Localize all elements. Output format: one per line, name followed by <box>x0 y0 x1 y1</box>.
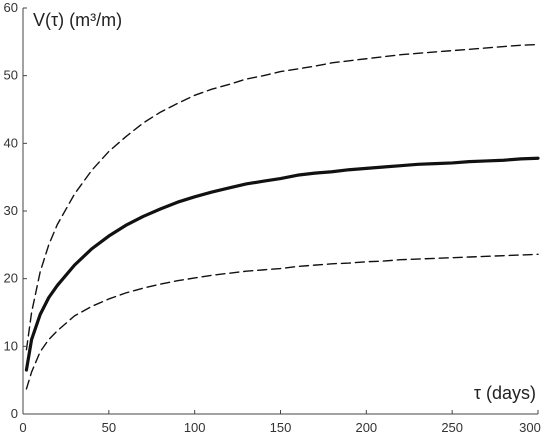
y-tick-label: 10 <box>4 338 18 353</box>
y-axis-title: V(τ) (m³/m) <box>33 10 122 30</box>
y-tick-label: 50 <box>4 68 18 83</box>
x-axis-title: τ (days) <box>474 383 536 403</box>
x-tick-label: 150 <box>270 420 292 435</box>
x-tick-label: 100 <box>184 420 206 435</box>
series-layer <box>24 43 540 390</box>
y-tick-label: 40 <box>4 135 18 150</box>
x-tick-label: 0 <box>19 420 26 435</box>
y-tick-label: 60 <box>4 0 18 15</box>
x-tick-label: 250 <box>441 420 463 435</box>
x-tick-label: 300 <box>519 420 541 435</box>
y-tick-label: 20 <box>4 271 18 286</box>
y-tick-label: 0 <box>11 406 18 421</box>
lower-dashed-series-line <box>25 253 539 390</box>
axes-layer <box>22 8 538 415</box>
x-tick-label: 50 <box>102 420 116 435</box>
mean-series-line <box>24 156 540 372</box>
upper-dashed-series-line <box>25 43 539 351</box>
ticks-layer: 0 50 100 150 200 250 300 0 10 20 30 40 50 60 <box>4 0 541 435</box>
x-tick-label: 200 <box>355 420 377 435</box>
y-tick-label: 30 <box>4 203 18 218</box>
